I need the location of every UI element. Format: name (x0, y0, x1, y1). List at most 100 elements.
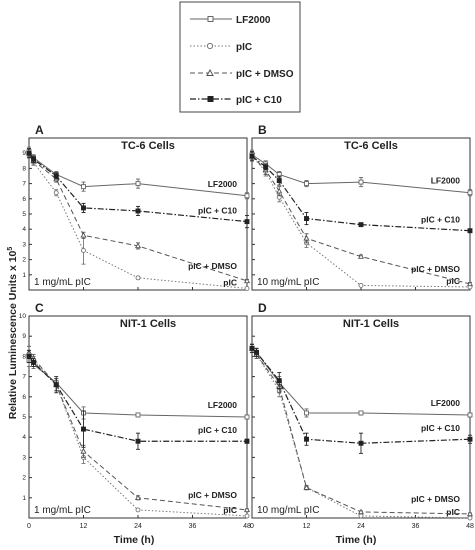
series-label: LF2000 (208, 179, 238, 189)
data-point (467, 190, 473, 196)
series-lf2000: LF2000 (26, 353, 250, 420)
series-line (251, 155, 471, 288)
x-tick-label: 12 (303, 523, 311, 530)
y-axis-label-text: Relative Luminescence Units x 10 (7, 250, 19, 419)
data-point (135, 507, 141, 513)
data-point (303, 484, 310, 490)
series-label: pIC + C10 (198, 206, 237, 216)
data-point (26, 150, 32, 156)
data-point (81, 205, 86, 211)
series-line (28, 352, 248, 511)
data-point (31, 360, 36, 365)
series-label: pIC + DMSO (188, 261, 237, 271)
data-point (135, 208, 141, 214)
panel-title: TC-6 Cells (121, 140, 175, 152)
y-tick-label: 6 (22, 196, 26, 203)
data-point (135, 438, 141, 444)
x-tick-label: 36 (189, 523, 197, 530)
x-tick-label: 36 (412, 523, 420, 530)
y-tick-label: 7 (22, 181, 26, 188)
series-line (28, 152, 248, 223)
data-point (80, 231, 87, 238)
data-point (466, 280, 474, 287)
data-point (81, 426, 86, 432)
data-point (358, 410, 364, 416)
data-point (134, 494, 142, 501)
y-tick-label: 10 (19, 313, 27, 320)
panel-note: 10 mg/mL pIC (257, 505, 319, 516)
data-point (80, 448, 87, 454)
series-label: pIC (223, 505, 237, 515)
data-point (53, 382, 59, 388)
data-point (467, 515, 473, 521)
y-tick-label: 4 (22, 434, 26, 441)
panel-letter: A (35, 123, 44, 137)
y-axis-label: Relative Luminescence Units x 105 (7, 247, 19, 420)
x-axis-label-right: Time (h) (336, 534, 377, 546)
data-point (81, 248, 86, 253)
data-point (254, 349, 259, 355)
data-point (81, 184, 86, 190)
legend-entry-lf2000: LF2000 (190, 15, 271, 26)
series-label: pIC (223, 277, 237, 287)
legend: LF2000 pIC pIC + DMSO pIC + C10 (179, 1, 301, 113)
panel-note: 1 mg/mL pIC (34, 505, 91, 516)
data-point (53, 190, 59, 196)
series-label: pIC + C10 (421, 215, 460, 225)
series-pic-c10: pIC + C10 (26, 349, 250, 450)
series-pic-c10: pIC + C10 (249, 343, 473, 454)
series-pic-c10: pIC + C10 (26, 148, 250, 229)
legend-label-pic: pIC (236, 42, 252, 53)
data-point (304, 410, 309, 416)
legend-entry-pic-c10: pIC + C10 (190, 95, 282, 106)
series-label: LF2000 (431, 176, 461, 186)
panel-letter: C (35, 301, 44, 315)
y-tick-label: 9 (22, 333, 26, 340)
panel-letter: B (258, 123, 267, 137)
data-point (249, 345, 255, 351)
x-tick-label: 48 (243, 523, 251, 530)
x-tick-label: 0 (250, 523, 254, 530)
panel-frame (251, 315, 471, 519)
legend-label-lf2000: LF2000 (236, 15, 271, 26)
series-pic-c10: pIC + C10 (249, 151, 473, 234)
x-tick-label: 24 (357, 523, 365, 530)
series-lf2000: LF2000 (249, 149, 473, 197)
panel-d: 0 12 24 36 48 D NIT-1 Cells 10 mg/mL pIC LF2000 p… (248, 301, 474, 530)
data-point (276, 178, 282, 184)
series-label: pIC + DMSO (411, 494, 460, 504)
legend-entry-pic-dmso: pIC + DMSO (190, 68, 294, 80)
y-tick-label: 2 (22, 475, 26, 482)
data-point (358, 179, 364, 185)
series-label: pIC + C10 (421, 423, 460, 433)
y-tick-label: 4 (22, 226, 26, 233)
legend-marker-pic-c10 (207, 96, 214, 102)
legend-label-pic-c10: pIC + C10 (236, 95, 282, 106)
y-tick-label: 1 (22, 272, 26, 279)
data-point (243, 506, 251, 513)
panel-letter: D (258, 301, 267, 315)
panel-title: TC-6 Cells (344, 140, 398, 152)
data-point (466, 510, 474, 517)
series-lf2000: LF2000 (249, 343, 473, 418)
data-point (31, 156, 36, 162)
panel-note: 1 mg/mL pIC (34, 277, 91, 288)
series-line (28, 356, 248, 517)
data-point (304, 216, 309, 222)
panel-title: NIT-1 Cells (343, 318, 399, 330)
data-point (303, 234, 310, 241)
data-point (276, 378, 282, 384)
data-point (467, 436, 473, 442)
data-point (276, 187, 283, 194)
y-tick-label: 1 (22, 495, 26, 502)
data-point (244, 193, 250, 199)
y-tick-label: 5 (22, 211, 26, 218)
data-point (135, 181, 141, 187)
data-point (244, 513, 250, 519)
x-tick-label: 0 (27, 523, 31, 530)
panel-b: B TC-6 Cells 10 mg/mL pIC LF2000 pIC pIC + DM… (248, 123, 474, 291)
y-tick-label: 3 (22, 241, 26, 248)
data-point (249, 153, 255, 159)
series-line (28, 356, 247, 442)
